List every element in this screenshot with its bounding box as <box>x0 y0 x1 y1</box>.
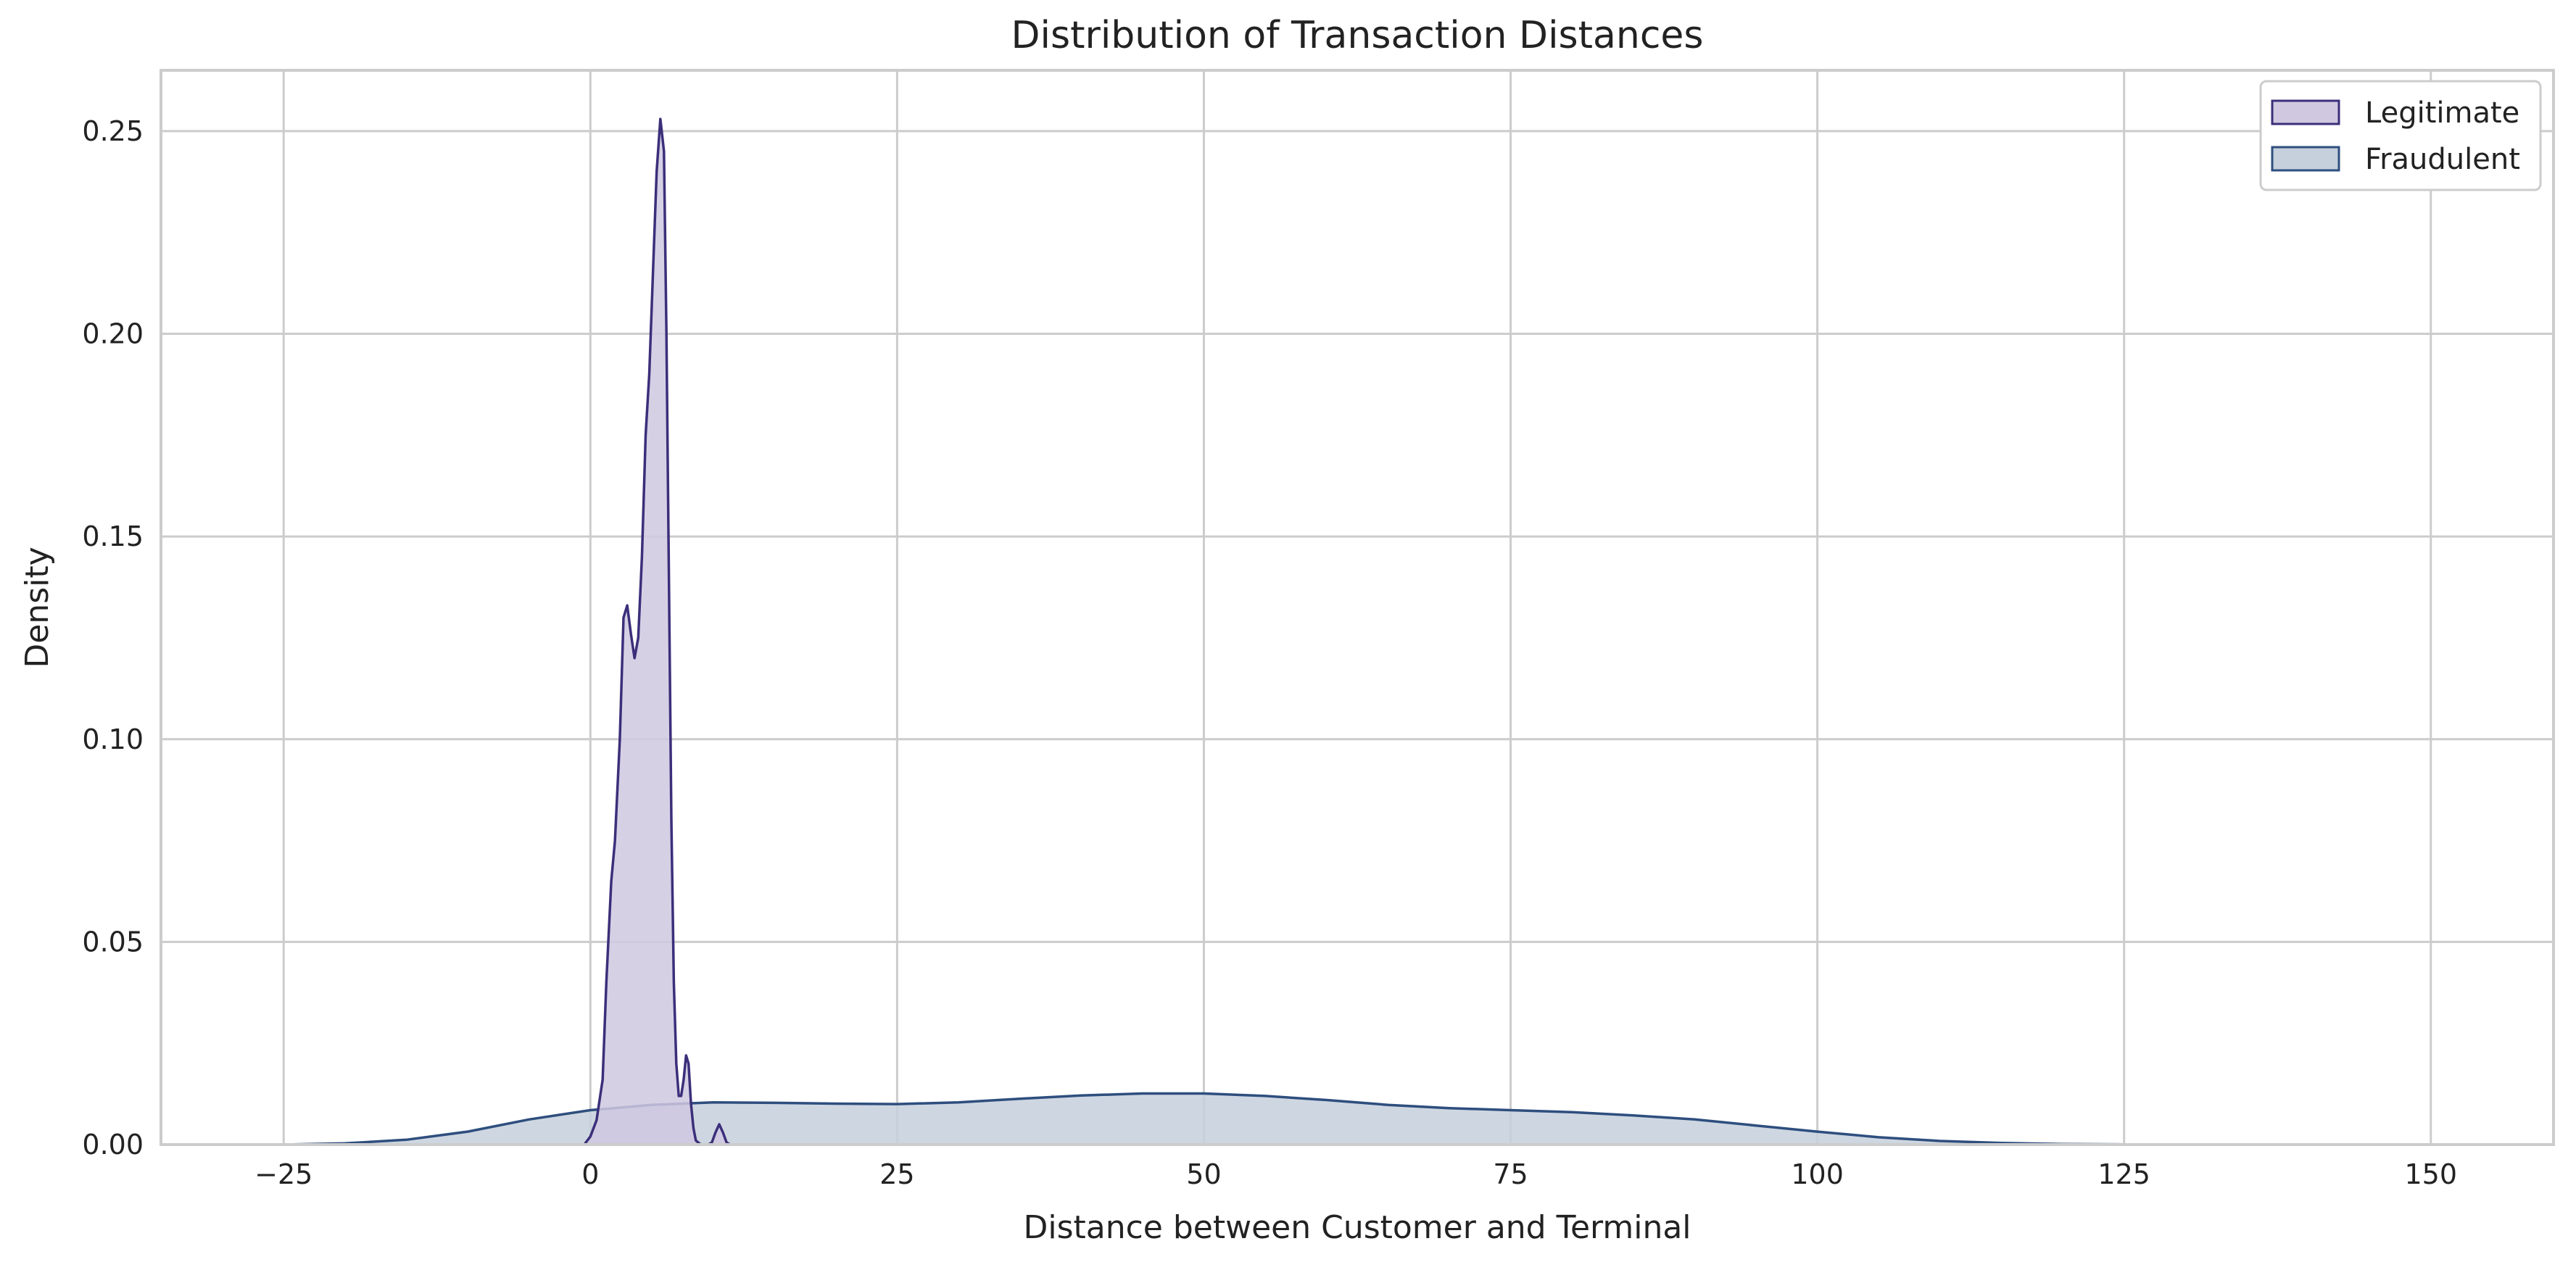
plot-frame <box>160 69 2555 1146</box>
x-axis-label: Distance between Customer and Terminal <box>1023 1209 1691 1246</box>
legend-label-legitimate: Legitimate <box>2365 96 2519 130</box>
x-tick-label: 25 <box>879 1158 914 1190</box>
legend-swatch-legitimate <box>2271 99 2340 125</box>
y-tick-label: 0.10 <box>82 723 144 755</box>
tick-labels: −25 0 25 50 75 100 125 150 0.00 0.05 0.10 0.15 0.20 0… <box>82 115 2457 1190</box>
x-tick-label: 75 <box>1493 1158 1528 1190</box>
y-tick-label: 0.15 <box>82 520 144 552</box>
series-area-fraudulent <box>283 1093 2308 1145</box>
y-tick-label: 0.20 <box>82 318 144 350</box>
legend-swatch-fraudulent <box>2271 146 2340 172</box>
x-tick-label: 100 <box>1791 1158 1844 1190</box>
grid-layer <box>161 70 2554 1146</box>
series-area-legitimate <box>584 119 738 1145</box>
x-tick-label: −25 <box>254 1158 312 1190</box>
x-tick-label: 0 <box>581 1158 599 1190</box>
series-layer <box>283 117 2308 1146</box>
legend: Legitimate Fraudulent <box>2259 80 2542 191</box>
x-tick-label: 50 <box>1186 1158 1221 1190</box>
x-tick-label: 150 <box>2405 1158 2458 1190</box>
x-tick-label: 125 <box>2097 1158 2150 1190</box>
y-axis-label: Density <box>19 547 56 668</box>
y-tick-label: 0.05 <box>82 926 144 958</box>
chart-title: Distribution of Transaction Distances <box>1011 14 1703 57</box>
y-tick-label: 0.00 <box>82 1129 144 1161</box>
y-tick-label: 0.25 <box>82 115 144 147</box>
legend-label-fraudulent: Fraudulent <box>2365 143 2520 176</box>
